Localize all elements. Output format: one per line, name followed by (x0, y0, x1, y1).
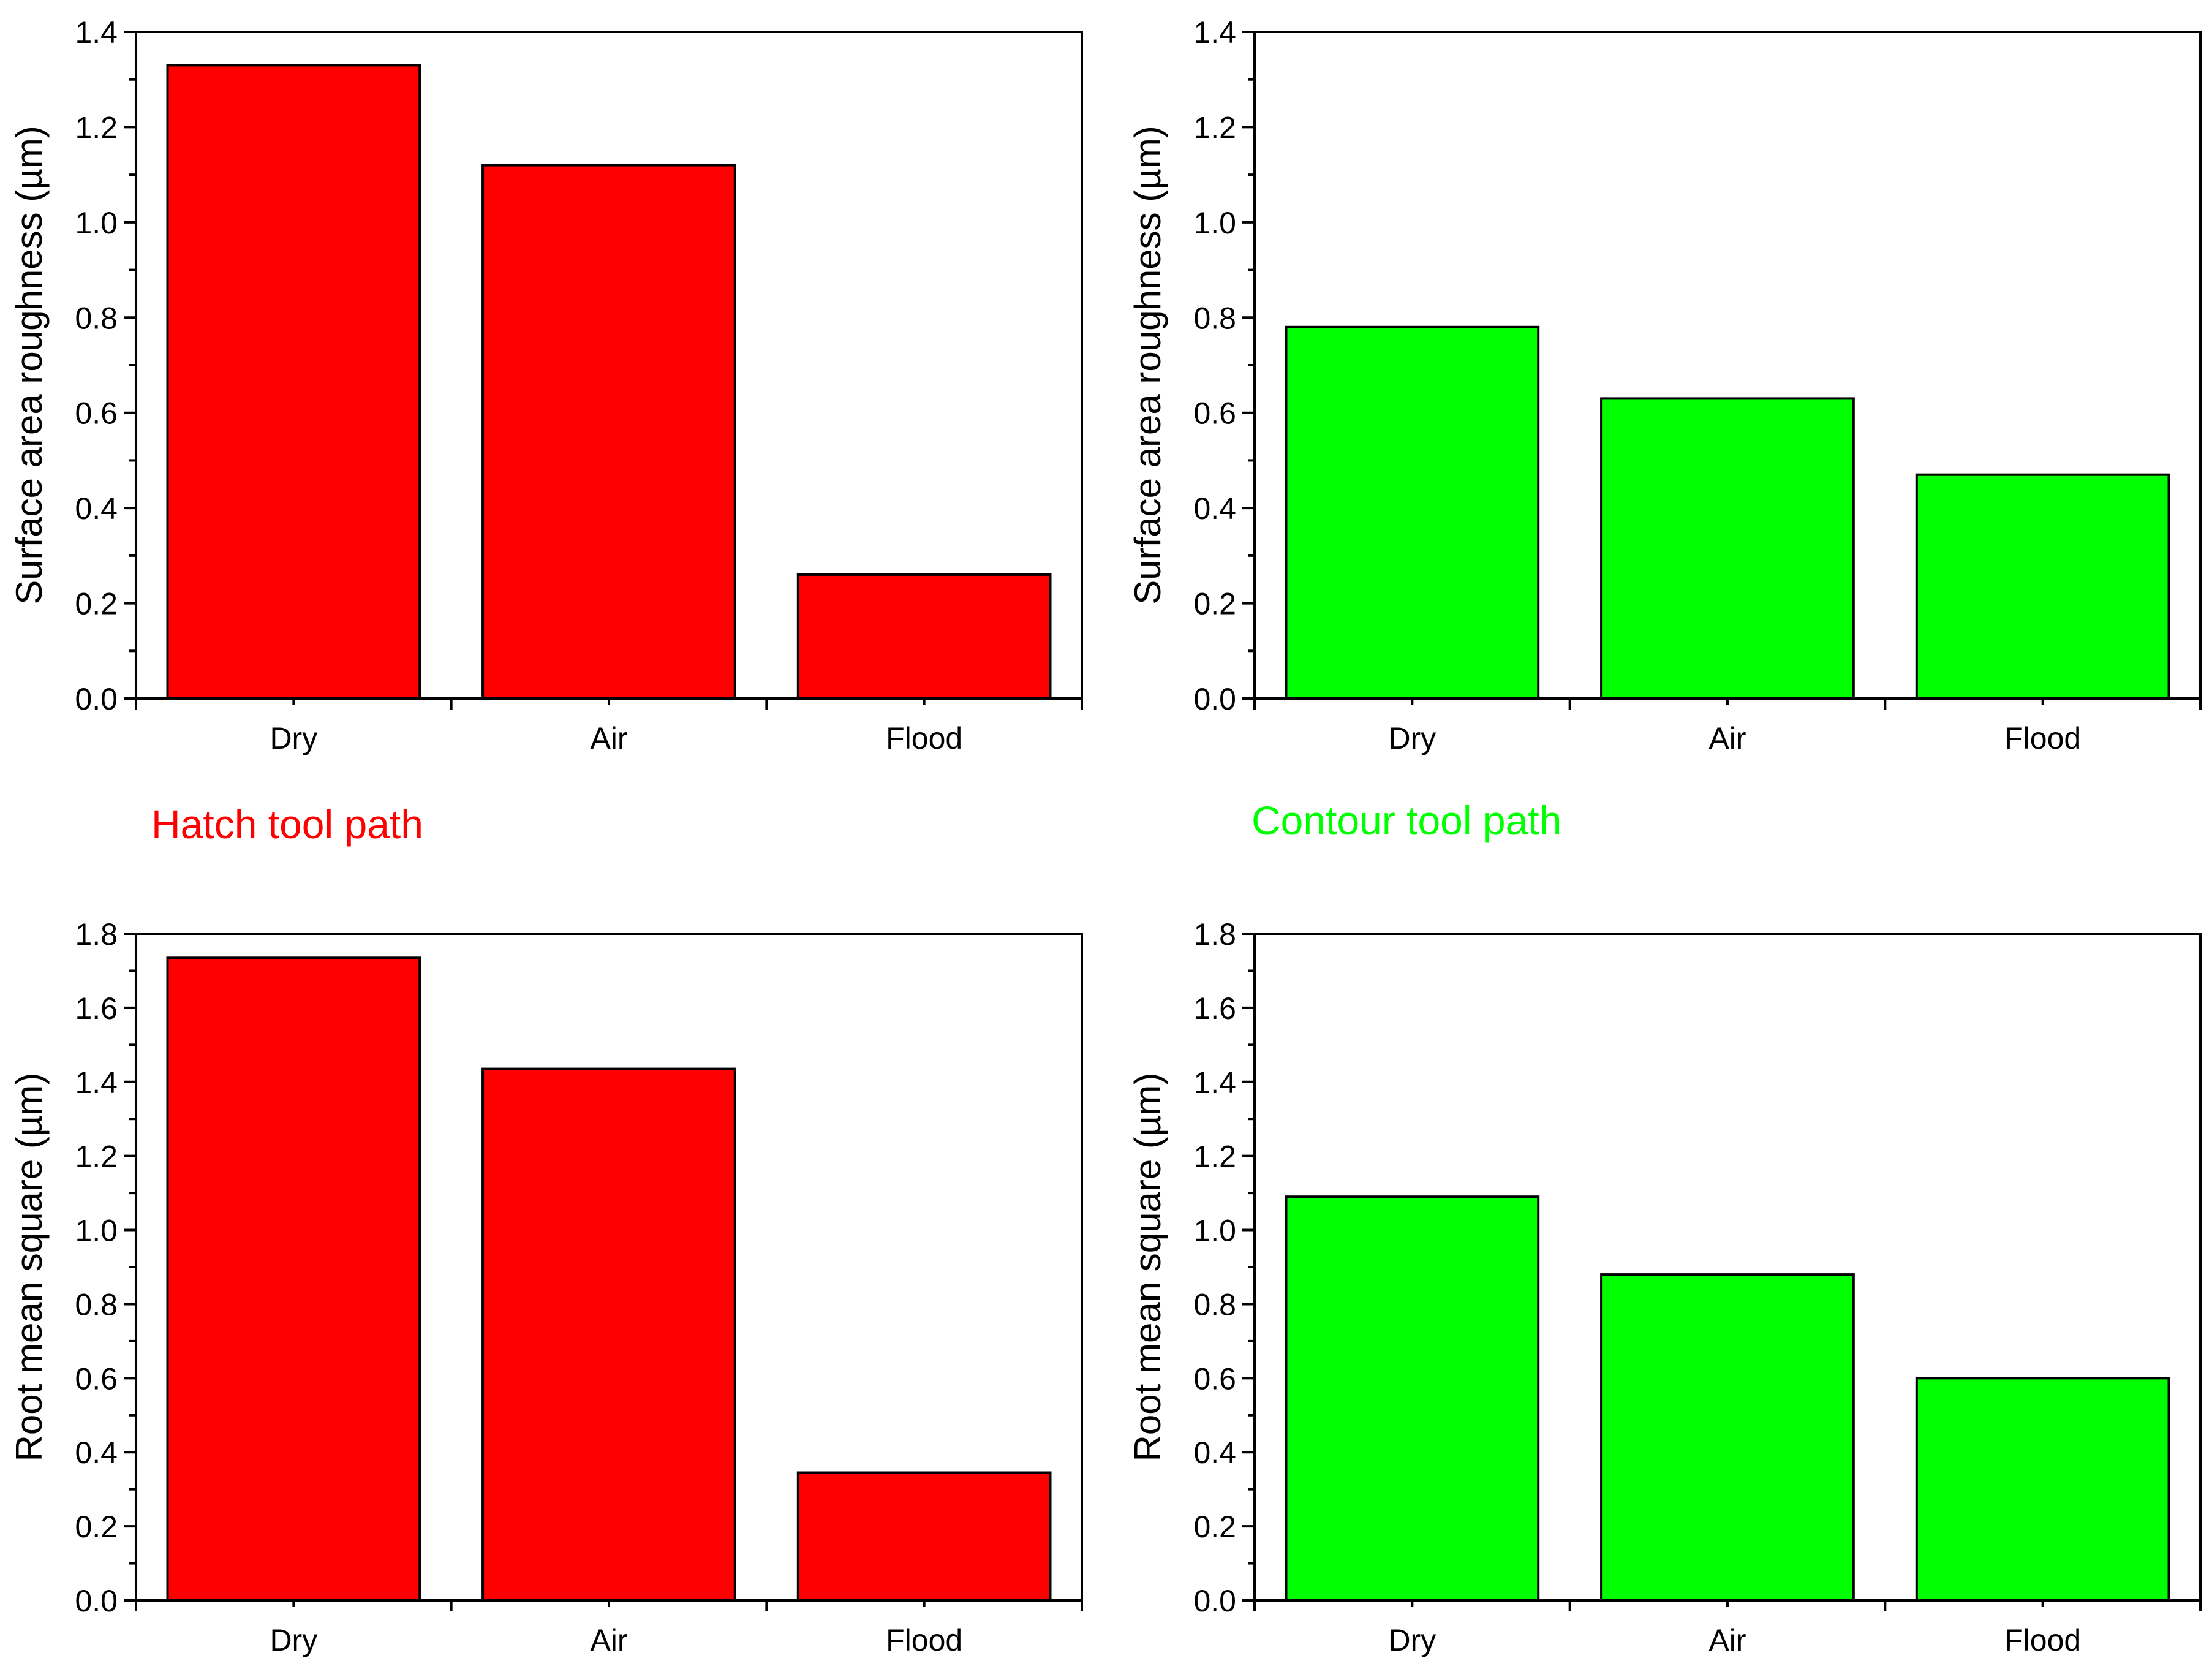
y-tick-label: 1.4 (75, 1065, 118, 1100)
bar-flood (1915, 473, 2170, 700)
chart-contour-sa: 0.0 0.2 0.4 0.6 0.8 1.0 1.2 1.4 Dry Air Flood Surfa… (1127, 15, 2202, 755)
y-tick-label: 1.2 (75, 1140, 118, 1174)
y-tick-label: 1.0 (75, 1214, 118, 1248)
bar-air (1600, 1273, 1855, 1602)
chart-contour-rms: 0.0 0.2 0.4 0.6 0.8 1.0 1.2 1.4 1.6 1.8 Dry Air Floo… (1127, 917, 2202, 1657)
bar-air (481, 1067, 736, 1602)
y-tick-label: 0.4 (75, 1436, 118, 1470)
y-tick-label: 0.8 (75, 301, 118, 335)
y-tick-label: 1.4 (1193, 15, 1236, 50)
y-tick-label: 0.6 (1193, 396, 1236, 431)
x-tick-label-flood: Flood (2004, 1623, 2081, 1657)
y-axis-title: Root mean square (µm) (1127, 1073, 1168, 1462)
y-tick-label: 1.2 (1193, 1140, 1236, 1174)
y-tick-label: 1.0 (75, 206, 118, 240)
bar-dry (1285, 1195, 1540, 1602)
contour-tool-path-label: Contour tool path (1251, 798, 1561, 843)
y-tick-label: 0.8 (75, 1287, 118, 1322)
y-tick-label: 0.0 (1193, 1584, 1236, 1618)
y-tick-label: 0.6 (75, 1361, 118, 1396)
bar-dry (1285, 325, 1540, 700)
x-tick-label-air: Air (590, 721, 627, 755)
y-tick-label: 0.4 (1193, 1436, 1236, 1470)
bar-flood (796, 573, 1052, 700)
y-tick-label: 0.2 (75, 1510, 118, 1544)
x-tick-label-air: Air (1708, 1623, 1746, 1657)
y-tick-label: 0.4 (1193, 491, 1236, 526)
y-tick-label: 0.0 (75, 1584, 118, 1618)
y-axis-title: Root mean square (µm) (9, 1073, 50, 1462)
y-tick-label: 0.2 (75, 587, 118, 621)
y-tick-label: 0.2 (1193, 587, 1236, 621)
y-tick-label: 1.0 (1193, 1214, 1236, 1248)
y-tick-label: 0.6 (75, 396, 118, 431)
bar-dry (166, 64, 421, 700)
x-tick-label-air: Air (1708, 721, 1746, 755)
bar-flood (1915, 1377, 2170, 1602)
y-tick-label: 0.0 (1193, 682, 1236, 716)
bar-dry (166, 956, 421, 1602)
bar-air (481, 164, 736, 700)
y-tick-label: 1.8 (75, 917, 118, 952)
x-tick-label-flood: Flood (886, 1623, 962, 1657)
x-tick-label-flood: Flood (886, 721, 962, 755)
x-tick-label-dry: Dry (1388, 721, 1436, 755)
bar-flood (796, 1471, 1052, 1602)
bar-air (1600, 397, 1855, 700)
x-tick-label-air: Air (590, 1623, 627, 1657)
y-tick-label: 0.6 (1193, 1361, 1236, 1396)
hatch-tool-path-label: Hatch tool path (151, 801, 423, 847)
y-tick-label: 0.8 (1193, 1287, 1236, 1322)
y-tick-label: 1.4 (1193, 1065, 1236, 1100)
y-tick-label: 0.4 (75, 491, 118, 526)
y-tick-label: 1.6 (75, 991, 118, 1026)
chart-hatch-rms: 0.0 0.2 0.4 0.6 0.8 1.0 1.2 1.4 1.6 1.8 Dry Air Floo… (9, 917, 1083, 1657)
x-tick-label-dry: Dry (270, 1623, 317, 1657)
chart-hatch-sa: 0.0 0.2 0.4 0.6 0.8 1.0 1.2 1.4 Dry Air Flood Surfa… (9, 15, 1083, 755)
y-tick-label: 0.0 (75, 682, 118, 716)
y-tick-label: 0.8 (1193, 301, 1236, 335)
x-tick-label-dry: Dry (270, 721, 317, 755)
y-axis-title: Surface area roughness (µm) (1127, 126, 1168, 605)
y-tick-label: 1.2 (75, 110, 118, 145)
y-tick-label: 1.4 (75, 15, 118, 50)
x-tick-label-dry: Dry (1388, 1623, 1436, 1657)
y-tick-label: 1.6 (1193, 991, 1236, 1026)
y-axis-title: Surface area roughness (µm) (9, 126, 50, 605)
y-tick-label: 1.8 (1193, 917, 1236, 952)
y-tick-label: 1.2 (1193, 110, 1236, 145)
y-tick-label: 1.0 (1193, 206, 1236, 240)
x-tick-label-flood: Flood (2004, 721, 2081, 755)
y-tick-label: 0.2 (1193, 1510, 1236, 1544)
